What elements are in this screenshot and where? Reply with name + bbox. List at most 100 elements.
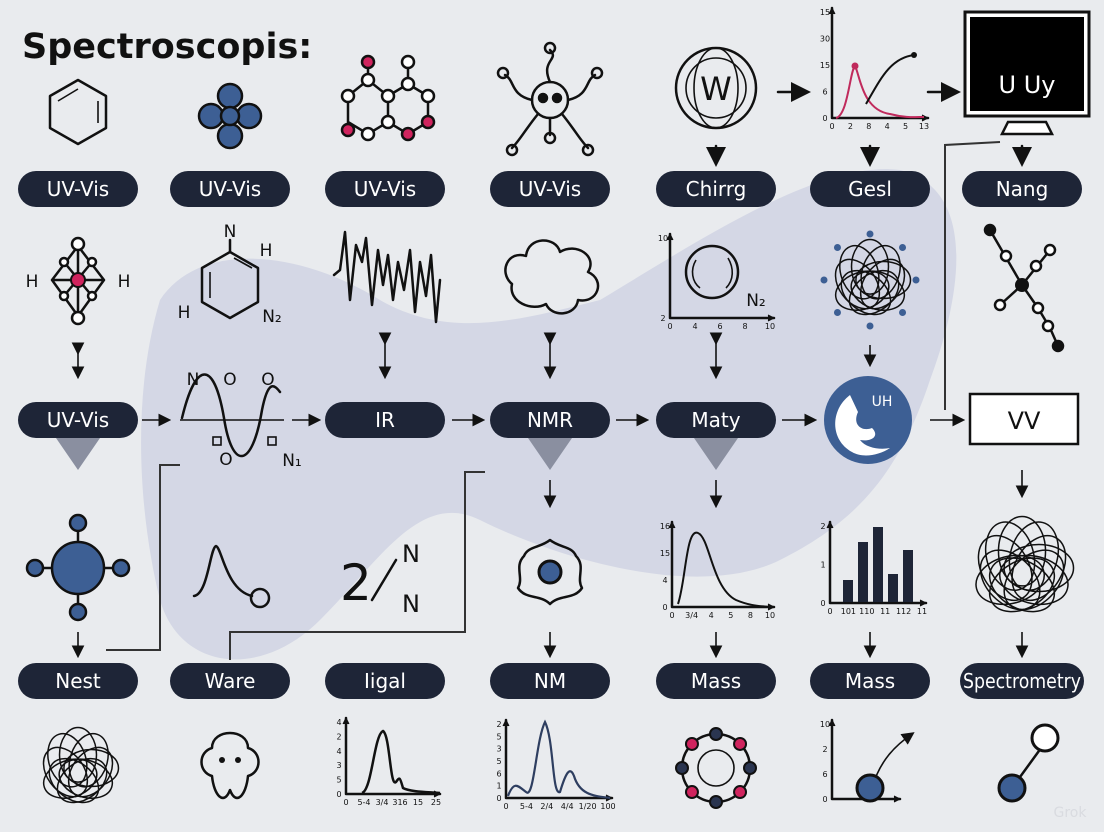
y-tick-label: 5 (336, 776, 341, 785)
y-tick-label: 0 (662, 603, 667, 612)
pill-chirrg[interactable]: Chirrg (656, 171, 776, 207)
pill-background (325, 663, 445, 699)
peak-dot (851, 62, 859, 70)
blob-eye (219, 757, 225, 763)
x-tick-label: 0 (667, 322, 672, 331)
pill-uv-vis[interactable]: UV-Vis (325, 171, 445, 207)
lambda-curve-icon (192, 544, 271, 609)
x-tick-label: 13 (919, 122, 929, 131)
pill-mass[interactable]: Mass (656, 663, 776, 699)
x-tick-label: 101 (841, 607, 856, 616)
y-axis-arrow (342, 716, 350, 725)
pill-nm[interactable]: NM (490, 663, 610, 699)
y-tick-label: 5 (496, 732, 501, 741)
y-tick-label: 15 (660, 549, 670, 558)
pill-label: UV-Vis (519, 177, 581, 201)
sine-wave-molecule-icon: N O O O N₁ (180, 370, 302, 471)
pill-background (656, 171, 776, 207)
pill-label: Nest (55, 669, 101, 693)
chart-axes (830, 6, 930, 120)
spiro-loop (975, 554, 1045, 606)
spiro-loop (58, 726, 98, 783)
vv-box: VV (968, 392, 1080, 446)
w-circle-icon: W (674, 46, 758, 130)
x-tick-label: 316 (392, 798, 407, 807)
pill-ware[interactable]: Ware (170, 663, 290, 699)
pill-ir[interactable]: IR (325, 402, 445, 438)
spiro-dot (899, 309, 907, 317)
pill-spectrometry[interactable]: Spectrometry (960, 663, 1084, 699)
y-tick-label: 5 (496, 757, 501, 766)
y-tick-label: 6 (496, 769, 501, 778)
y-tick-label: 1 (496, 782, 501, 791)
y-tick-label: 0 (336, 790, 341, 799)
pill-maty[interactable]: Maty (656, 402, 776, 438)
chart-row4-col5: 16 15 4 00 3/4 4 5 8 10 (660, 520, 776, 620)
y-tick-label: 16 (660, 522, 670, 531)
x-tick-label: 5-4 (520, 802, 533, 811)
svg-text:H: H (178, 303, 191, 323)
pill-uv-vis[interactable]: UV-Vis (170, 171, 290, 207)
pill-label: UV-Vis (354, 177, 416, 201)
pill-background (960, 663, 1084, 699)
pill-uv-vis[interactable]: UV-Vis (18, 402, 138, 438)
spiro-loop (839, 244, 880, 300)
ir-spectrum-wave-icon (332, 230, 442, 324)
spiro-loop (42, 758, 98, 799)
pill-background (18, 171, 138, 207)
y-tick-label: 0 (820, 599, 825, 608)
pill-uv-vis[interactable]: UV-Vis (490, 171, 610, 207)
pill-nang[interactable]: Nang (962, 171, 1082, 207)
pill-nmr[interactable]: NMR (490, 402, 610, 438)
spiro-loop (67, 746, 114, 798)
atom-cluster-icon (197, 82, 263, 150)
spectrum-curve (677, 531, 771, 608)
ring-node (733, 785, 748, 800)
y-tick-label: 15 (820, 8, 830, 17)
pill-mass[interactable]: Mass (810, 663, 930, 699)
ring-node (743, 761, 757, 775)
chart-circle-inner (691, 257, 734, 289)
pill-gesl[interactable]: Gesl (810, 171, 930, 207)
spiro-loop (56, 757, 108, 804)
spiro-dot (833, 309, 841, 317)
bar (873, 527, 883, 602)
x-tick-label: 11 (917, 607, 927, 616)
y-tick-label: 15 (820, 61, 830, 70)
svg-text:H: H (26, 272, 39, 292)
pill-label: Spectrometry (963, 669, 1081, 693)
pill-label: Mass (845, 669, 895, 693)
y-axis-arrow (826, 520, 834, 529)
curve-end-dot (911, 52, 917, 58)
y-tick-label: 2 (820, 522, 825, 531)
pill-background (810, 663, 930, 699)
x-tick-label: 10 (765, 322, 775, 331)
svg-text:2: 2 (340, 554, 372, 612)
pill-iigal[interactable]: Iigal (325, 663, 445, 699)
x-tick-label: 15 (413, 798, 423, 807)
y-tick-label: 2 (660, 314, 665, 323)
spiro-loop (47, 732, 88, 788)
spirograph-icon (820, 230, 920, 330)
chart-row6-col3: 4 2 4 3 5 00 5-4 3/4 316 15 25 (336, 716, 442, 807)
x-tick-label: 0 (827, 607, 832, 616)
bidirectional-arrows-row2 (71, 332, 877, 380)
pill-background (170, 663, 290, 699)
svg-text:H: H (118, 272, 131, 292)
down-arrows-row1 (706, 144, 1032, 167)
pill-background (656, 663, 776, 699)
pill-nest[interactable]: Nest (18, 663, 138, 699)
svg-text:O: O (219, 450, 232, 470)
bar (888, 574, 898, 602)
spiro-loop (848, 269, 900, 316)
monitor-icon: U Uy (963, 10, 1091, 136)
x-tick-label: 1/20 (579, 802, 597, 811)
particle-dot (855, 773, 885, 803)
x-tick-label: 8 (866, 122, 871, 131)
x-axis-arrow (767, 603, 776, 611)
y-tick-label: 3 (336, 761, 341, 770)
chart-top-right: 15 30 15 6 00 2 8 4 5 13 (820, 6, 930, 131)
x-tick-label: 4 (709, 611, 714, 620)
pill-uv-vis[interactable]: UV-Vis (18, 171, 138, 207)
